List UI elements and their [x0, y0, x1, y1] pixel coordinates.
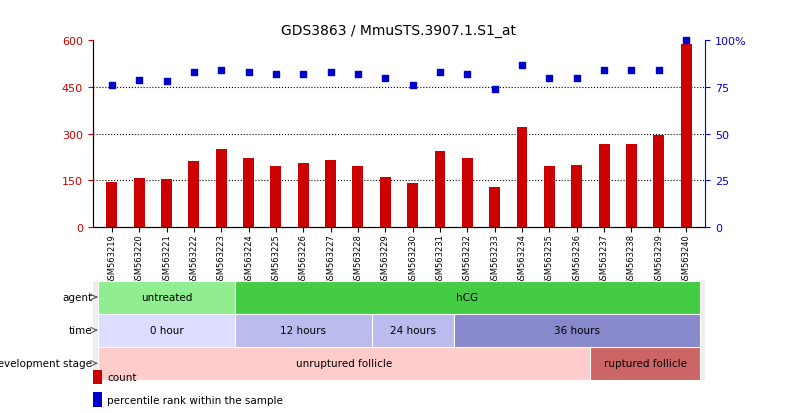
Bar [106, 182, 118, 227]
Title: GDS3863 / MmuSTS.3907.1.S1_at: GDS3863 / MmuSTS.3907.1.S1_at [281, 24, 517, 38]
Bar [235, 314, 372, 347]
Bar [654, 136, 664, 227]
Text: agent: agent [62, 292, 92, 302]
Bar [544, 167, 555, 227]
Bar [271, 167, 281, 227]
Text: untreated: untreated [141, 292, 192, 302]
Point [543, 75, 556, 82]
Point [625, 68, 638, 74]
Bar [462, 159, 473, 227]
Bar [571, 165, 582, 227]
Bar [98, 347, 590, 380]
Text: count: count [107, 372, 137, 382]
Text: 12 hours: 12 hours [280, 325, 326, 335]
Text: time: time [69, 325, 92, 335]
Point [679, 38, 692, 45]
Point [324, 69, 337, 76]
Bar [161, 180, 172, 227]
Point [242, 69, 255, 76]
Point [269, 71, 282, 78]
Bar [352, 167, 364, 227]
Bar [235, 281, 700, 314]
Bar [243, 159, 254, 227]
Text: 24 hours: 24 hours [389, 325, 436, 335]
Point [571, 75, 584, 82]
Point [597, 68, 610, 74]
Point [516, 62, 529, 69]
Bar [680, 44, 692, 227]
Text: hCG: hCG [456, 292, 479, 302]
Bar [454, 314, 700, 347]
Text: unruptured follicle: unruptured follicle [296, 358, 393, 368]
Bar [98, 314, 235, 347]
Point [652, 68, 665, 74]
Point [379, 75, 392, 82]
Text: ruptured follicle: ruptured follicle [604, 358, 687, 368]
Bar [407, 183, 418, 227]
Point [214, 68, 227, 74]
Point [133, 77, 146, 83]
Bar [489, 188, 501, 227]
Bar [590, 347, 700, 380]
Point [434, 69, 447, 76]
Bar [372, 314, 454, 347]
Text: percentile rank within the sample: percentile rank within the sample [107, 395, 283, 405]
Text: 0 hour: 0 hour [150, 325, 184, 335]
Point [160, 79, 173, 85]
Point [406, 83, 419, 89]
Bar [216, 150, 226, 227]
Point [461, 71, 474, 78]
Bar [297, 164, 309, 227]
Bar [134, 178, 144, 227]
Point [488, 86, 501, 93]
Bar [517, 128, 527, 227]
Point [351, 71, 364, 78]
Text: development stage: development stage [0, 358, 92, 368]
Bar [189, 162, 199, 227]
Bar [434, 151, 446, 227]
Bar [626, 145, 637, 227]
Bar [599, 145, 609, 227]
Bar [380, 178, 391, 227]
Point [188, 69, 201, 76]
Bar [325, 161, 336, 227]
Text: 36 hours: 36 hours [554, 325, 600, 335]
Point [106, 83, 118, 89]
Point [297, 71, 310, 78]
Bar [98, 281, 235, 314]
